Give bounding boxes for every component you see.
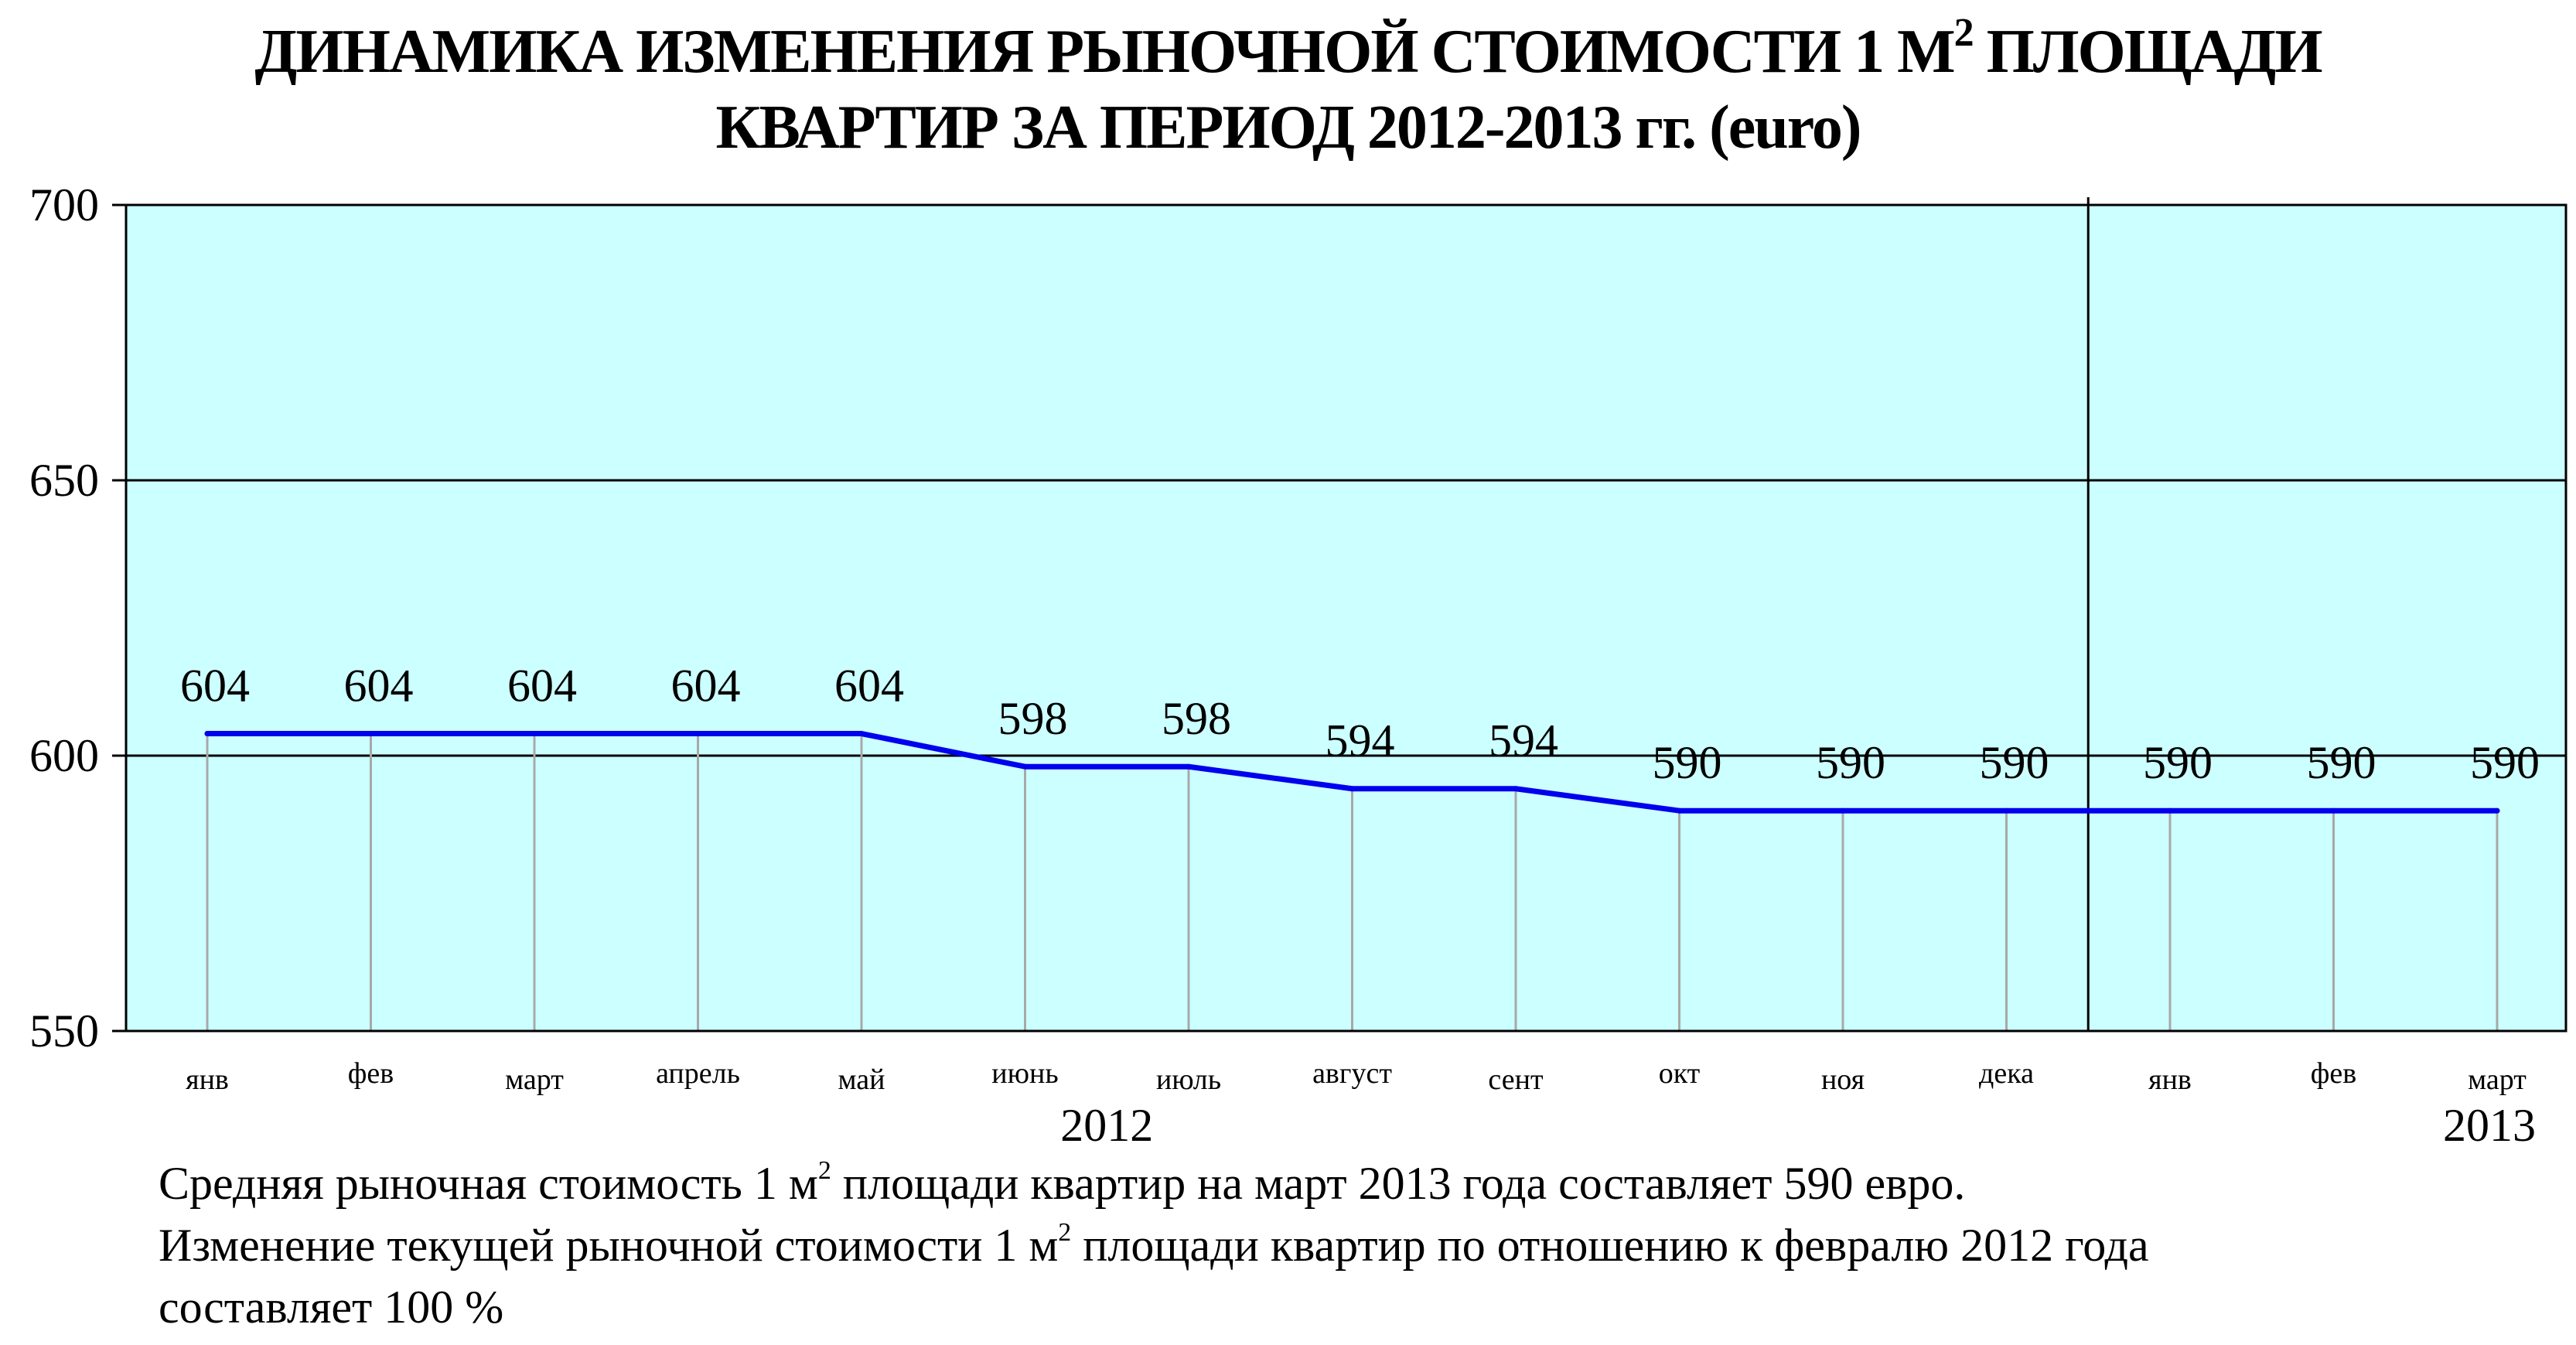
footnote-line-3: составляет 100 % xyxy=(159,1282,504,1333)
y-tick-label: 650 xyxy=(29,455,99,506)
x-tick-label: дека xyxy=(1979,1057,2034,1090)
x-tick-label: окт xyxy=(1659,1057,1701,1090)
data-point xyxy=(858,731,865,737)
data-point xyxy=(2167,807,2173,814)
data-label: 594 xyxy=(1489,715,1558,766)
footnote-text-2b: площади квартир по отношению к февралю 2… xyxy=(1071,1220,2149,1271)
x-tick-label: май xyxy=(838,1063,885,1096)
x-tick-label: ноя xyxy=(1821,1063,1865,1096)
line-chart: 604 604 604 604 604 598 598 594 594 590 590 590 590 5… xyxy=(29,179,2567,1145)
data-label: 598 xyxy=(998,693,1068,744)
title-text-1b: ПЛОЩАДИ xyxy=(1972,18,2323,86)
x-tick-label: июнь xyxy=(991,1057,1058,1090)
data-point xyxy=(204,731,210,737)
year-label: 2012 xyxy=(1060,1100,1153,1145)
year-labels: 2012 2013 xyxy=(1060,1100,2536,1145)
data-label: 590 xyxy=(1653,737,1722,788)
data-point xyxy=(2331,807,2336,814)
data-label: 604 xyxy=(180,661,250,712)
data-label: 598 xyxy=(1162,693,1231,744)
title-superscript: 2 xyxy=(1953,11,1974,55)
x-tick-label: июль xyxy=(1156,1063,1221,1096)
data-point xyxy=(2494,807,2500,814)
x-tick-label: март xyxy=(2468,1063,2527,1096)
year-label: 2013 xyxy=(2443,1100,2536,1145)
plot-area xyxy=(126,205,2566,1031)
data-point xyxy=(1677,807,1682,814)
data-point xyxy=(695,731,701,737)
data-label: 590 xyxy=(2470,737,2540,788)
footnote-text-2a: Изменение текущей рыночной стоимости 1 м xyxy=(159,1220,1059,1271)
data-label: 590 xyxy=(1980,737,2049,788)
y-tick-label: 600 xyxy=(29,730,99,781)
data-label: 594 xyxy=(1326,715,1395,766)
footnote-sup-1: 2 xyxy=(817,1156,831,1185)
data-point xyxy=(1349,786,1355,792)
grid-lines xyxy=(126,197,2566,1031)
data-label: 604 xyxy=(507,661,577,712)
data-label: 604 xyxy=(671,661,741,712)
x-tick-label: апрель xyxy=(656,1057,740,1090)
data-label: 590 xyxy=(1816,737,1885,788)
data-label: 590 xyxy=(2307,737,2376,788)
data-point xyxy=(1513,786,1519,792)
title-text-1a: ДИНАМИКА ИЗМЕНЕНИЯ РЫНОЧНОЙ СТОИМОСТИ 1 … xyxy=(254,18,1955,86)
footnote-text-1a: Средняя рыночная стоимость 1 м xyxy=(159,1158,818,1209)
x-tick-label: янв xyxy=(186,1063,229,1096)
data-label: 604 xyxy=(834,661,904,712)
data-label: 590 xyxy=(2143,737,2213,788)
footnote-line-1: Средняя рыночная стоимость 1 м2 площади … xyxy=(159,1152,2517,1214)
x-tick-label: август xyxy=(1312,1057,1392,1090)
footnote-text-1b: площади квартир на март 2013 года состав… xyxy=(831,1158,1966,1209)
x-tick-label: март xyxy=(505,1063,564,1096)
data-labels: 604 604 604 604 604 598 598 594 594 590 590 590 590 5… xyxy=(180,661,2540,789)
data-point xyxy=(1840,807,1846,814)
y-tick-label: 550 xyxy=(29,1005,99,1057)
data-point xyxy=(1022,763,1028,770)
data-label: 604 xyxy=(344,661,414,712)
x-axis-ticks: янв фев март апрель май июнь июль август сент окт… xyxy=(186,1057,2527,1096)
drop-lines xyxy=(206,733,2499,1031)
chart-title-line-2: КВАРТИР ЗА ПЕРИОД 2012-2013 гг. (euro) xyxy=(715,94,1862,162)
y-tick-label: 700 xyxy=(29,179,99,230)
x-tick-label: фев xyxy=(2311,1057,2356,1090)
footnote-line-2: Изменение текущей рыночной стоимости 1 м… xyxy=(159,1214,2517,1276)
footnote: Средняя рыночная стоимость 1 м2 площади … xyxy=(159,1152,2517,1338)
data-point xyxy=(2004,807,2009,814)
plot-border xyxy=(125,203,2567,1033)
data-point xyxy=(368,731,374,737)
data-point xyxy=(531,731,537,737)
data-point xyxy=(1186,763,1192,770)
chart-title-line-1: ДИНАМИКА ИЗМЕНЕНИЯ РЫНОЧНОЙ СТОИМОСТИ 1 … xyxy=(0,11,2576,90)
footnote-sup-2: 2 xyxy=(1058,1218,1072,1247)
x-tick-label: янв xyxy=(2148,1063,2192,1096)
chart-title: ДИНАМИКА ИЗМЕНЕНИЯ РЫНОЧНОЙ СТОИМОСТИ 1 … xyxy=(0,11,2576,166)
x-tick-label: сент xyxy=(1488,1063,1544,1096)
y-axis-ticks: 550 600 650 700 xyxy=(29,179,126,1057)
series-price xyxy=(204,731,2500,814)
x-tick-label: фев xyxy=(348,1057,394,1090)
